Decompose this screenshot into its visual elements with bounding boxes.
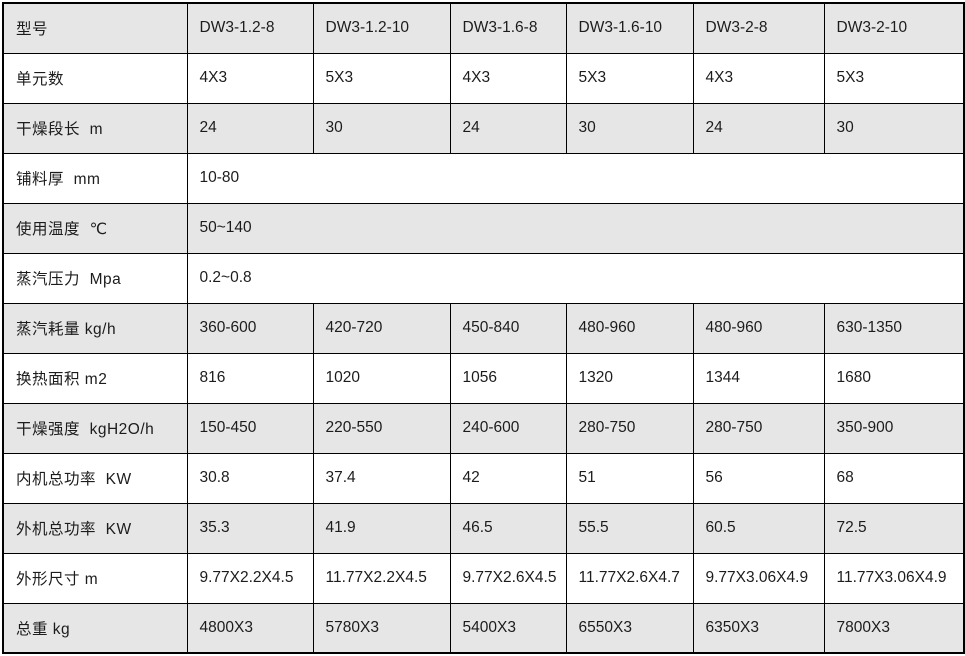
- value-cell: 46.5: [449, 502, 567, 554]
- value-cell: 72.5: [823, 502, 965, 554]
- value-cell: 5X3: [565, 52, 694, 104]
- row-label-steam-consumption: 蒸汽耗量 kg/h: [2, 302, 188, 354]
- value-cell: 5780X3: [312, 602, 451, 654]
- value-cell: 280-750: [565, 402, 694, 454]
- value-cell: 4X3: [186, 52, 314, 104]
- row-label-material-thickness: 铺料厚 mm: [2, 152, 188, 204]
- model-name-cell: DW3-2-8: [692, 2, 825, 54]
- value-cell: 1056: [449, 352, 567, 404]
- model-name-cell: DW3-1.2-10: [312, 2, 451, 54]
- table-row-total-weight: 总重 kg 4800X3 5780X3 5400X3 6550X3 6350X3…: [2, 602, 965, 654]
- value-cell: 1320: [565, 352, 694, 404]
- table-row-material-thickness: 铺料厚 mm 10-80: [2, 152, 965, 204]
- value-cell: 220-550: [312, 402, 451, 454]
- value-cell: 30.8: [186, 452, 314, 504]
- table-row-steam-pressure: 蒸汽压力 Mpa 0.2~0.8: [2, 252, 965, 304]
- table-row-unit-count: 单元数 4X3 5X3 4X3 5X3 4X3 5X3: [2, 52, 965, 104]
- table-row-overall-dimensions: 外形尺寸 m 9.77X2.2X4.5 11.77X2.2X4.5 9.77X2…: [2, 552, 965, 604]
- value-cell: 24: [186, 102, 314, 154]
- value-cell: 4X3: [449, 52, 567, 104]
- value-cell: 420-720: [312, 302, 451, 354]
- value-cell: 4800X3: [186, 602, 314, 654]
- value-cell: 1020: [312, 352, 451, 404]
- row-label-operating-temperature: 使用温度 ℃: [2, 202, 188, 254]
- row-label-steam-pressure: 蒸汽压力 Mpa: [2, 252, 188, 304]
- value-cell: 11.77X3.06X4.9: [823, 552, 965, 604]
- value-cell: 24: [449, 102, 567, 154]
- value-cell: 360-600: [186, 302, 314, 354]
- value-cell: 7800X3: [823, 602, 965, 654]
- table-row-inner-machine-power: 内机总功率 KW 30.8 37.4 42 51 56 68: [2, 452, 965, 504]
- model-name-cell: DW3-1.6-8: [449, 2, 567, 54]
- value-cell: 24: [692, 102, 825, 154]
- table-row-outer-machine-power: 外机总功率 KW 35.3 41.9 46.5 55.5 60.5 72.5: [2, 502, 965, 554]
- value-cell: 5400X3: [449, 602, 567, 654]
- row-label-total-weight: 总重 kg: [2, 602, 188, 654]
- row-label-drying-section-length: 干燥段长 m: [2, 102, 188, 154]
- value-cell: 240-600: [449, 402, 567, 454]
- value-cell: 35.3: [186, 502, 314, 554]
- value-cell: 630-1350: [823, 302, 965, 354]
- value-cell: 9.77X3.06X4.9: [692, 552, 825, 604]
- table-row-steam-consumption: 蒸汽耗量 kg/h 360-600 420-720 450-840 480-96…: [2, 302, 965, 354]
- value-cell: 30: [312, 102, 451, 154]
- merged-value-cell: 10-80: [186, 152, 965, 204]
- value-cell: 480-960: [565, 302, 694, 354]
- model-name-cell: DW3-1.2-8: [186, 2, 314, 54]
- table-row-drying-intensity: 干燥强度 kgH2O/h 150-450 220-550 240-600 280…: [2, 402, 965, 454]
- value-cell: 5X3: [823, 52, 965, 104]
- value-cell: 60.5: [692, 502, 825, 554]
- value-cell: 41.9: [312, 502, 451, 554]
- value-cell: 350-900: [823, 402, 965, 454]
- value-cell: 11.77X2.2X4.5: [312, 552, 451, 604]
- table-row-operating-temperature: 使用温度 ℃ 50~140: [2, 202, 965, 254]
- value-cell: 816: [186, 352, 314, 404]
- value-cell: 30: [565, 102, 694, 154]
- table-row-drying-section-length: 干燥段长 m 24 30 24 30 24 30: [2, 102, 965, 154]
- value-cell: 1680: [823, 352, 965, 404]
- value-cell: 6350X3: [692, 602, 825, 654]
- row-label-heat-exchange-area: 换热面积 m2: [2, 352, 188, 404]
- row-label-inner-machine-power: 内机总功率 KW: [2, 452, 188, 504]
- value-cell: 450-840: [449, 302, 567, 354]
- value-cell: 55.5: [565, 502, 694, 554]
- merged-value-cell: 50~140: [186, 202, 965, 254]
- value-cell: 68: [823, 452, 965, 504]
- row-label-overall-dimensions: 外形尺寸 m: [2, 552, 188, 604]
- row-label-outer-machine-power: 外机总功率 KW: [2, 502, 188, 554]
- value-cell: 1344: [692, 352, 825, 404]
- row-label-drying-intensity: 干燥强度 kgH2O/h: [2, 402, 188, 454]
- value-cell: 37.4: [312, 452, 451, 504]
- model-name-cell: DW3-1.6-10: [565, 2, 694, 54]
- value-cell: 51: [565, 452, 694, 504]
- row-label-unit-count: 单元数: [2, 52, 188, 104]
- row-label-model: 型号: [2, 2, 188, 54]
- value-cell: 5X3: [312, 52, 451, 104]
- model-name-cell: DW3-2-10: [823, 2, 965, 54]
- value-cell: 9.77X2.6X4.5: [449, 552, 567, 604]
- value-cell: 9.77X2.2X4.5: [186, 552, 314, 604]
- value-cell: 6550X3: [565, 602, 694, 654]
- merged-value-cell: 0.2~0.8: [186, 252, 965, 304]
- table-row-heat-exchange-area: 换热面积 m2 816 1020 1056 1320 1344 1680: [2, 352, 965, 404]
- value-cell: 11.77X2.6X4.7: [565, 552, 694, 604]
- value-cell: 42: [449, 452, 567, 504]
- value-cell: 480-960: [692, 302, 825, 354]
- value-cell: 4X3: [692, 52, 825, 104]
- value-cell: 56: [692, 452, 825, 504]
- value-cell: 30: [823, 102, 965, 154]
- value-cell: 150-450: [186, 402, 314, 454]
- value-cell: 280-750: [692, 402, 825, 454]
- table-row-model: 型号 DW3-1.2-8 DW3-1.2-10 DW3-1.6-8 DW3-1.…: [2, 2, 965, 54]
